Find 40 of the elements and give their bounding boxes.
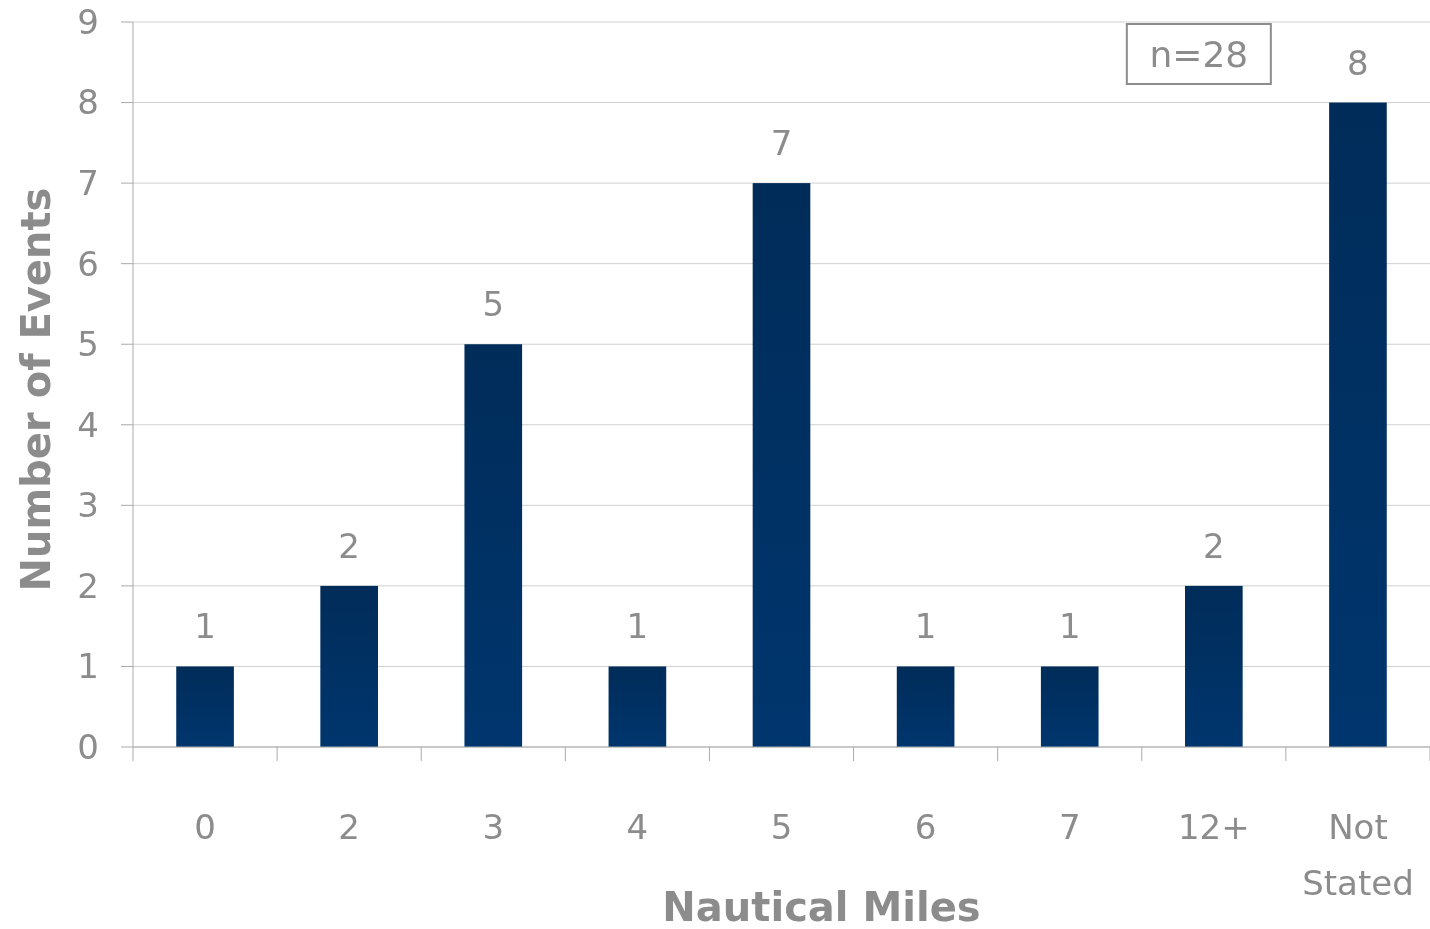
x-tick-label: Not Stated	[1302, 807, 1414, 903]
data-label: 1	[1058, 606, 1081, 647]
data-label: 8	[1347, 42, 1369, 83]
data-label: 2	[338, 525, 360, 566]
bar	[1040, 666, 1099, 747]
data-label: 1	[194, 606, 216, 647]
y-tick-label: 4	[77, 404, 99, 445]
y-tick-label: 2	[77, 565, 99, 606]
x-tick-label: 2	[338, 807, 360, 847]
annotation: n=28	[1149, 33, 1249, 75]
y-tick-label: 3	[77, 485, 99, 526]
bar	[608, 666, 667, 747]
x-tick-label: 3	[482, 807, 505, 847]
x-tick-label: 5	[770, 807, 793, 847]
y-tick-label: 8	[77, 82, 99, 123]
y-tick-label: 9	[77, 1, 99, 42]
x-tick-label: 12+	[1177, 807, 1250, 847]
data-label: 2	[1203, 525, 1225, 566]
data-label: 5	[482, 284, 505, 325]
y-tick-label: 5	[77, 324, 99, 365]
y-tick-label: 0	[77, 726, 99, 767]
bar	[464, 344, 523, 747]
bar	[752, 183, 811, 747]
data-label: 1	[626, 606, 649, 647]
bar	[1329, 102, 1387, 747]
bar	[896, 666, 955, 747]
bar	[320, 585, 378, 747]
x-axis-title: Nautical Miles	[662, 884, 981, 929]
x-tick-label: 6	[914, 807, 937, 847]
x-tick-label: 0	[194, 807, 216, 847]
x-tick-label: 7	[1058, 807, 1081, 847]
y-axis-title: Number of Events	[13, 187, 59, 592]
data-label: 7	[770, 123, 793, 164]
bar	[176, 666, 234, 747]
bar	[1185, 585, 1243, 747]
data-label: 1	[914, 606, 937, 647]
y-tick-label: 1	[77, 646, 99, 687]
y-tick-label: 7	[77, 163, 99, 204]
y-tick-label: 6	[77, 243, 99, 284]
x-tick-label: 4	[626, 807, 649, 847]
